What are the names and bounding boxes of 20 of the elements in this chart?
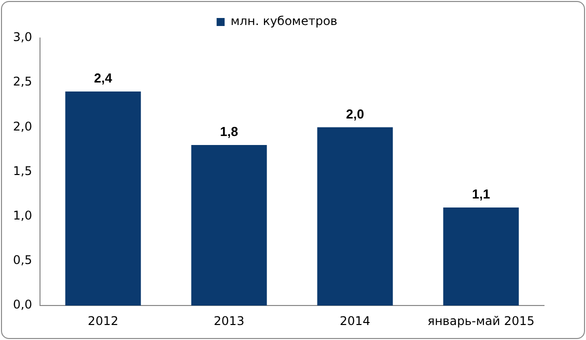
bar xyxy=(317,127,393,306)
y-tick-label: 3,0 xyxy=(12,30,32,44)
y-tick-label: 0,0 xyxy=(12,298,32,312)
y-tick-label: 2,5 xyxy=(12,74,32,89)
x-tick-label: январь-май 2015 xyxy=(427,314,535,328)
data-label: 1,1 xyxy=(472,186,490,202)
data-label: 2,4 xyxy=(94,70,113,86)
y-tick-label: 0,5 xyxy=(12,253,32,268)
y-tick-label: 2,0 xyxy=(12,119,32,134)
bar xyxy=(443,207,519,306)
y-tick-label: 1,5 xyxy=(12,164,32,178)
x-tick-label: 2012 xyxy=(88,314,118,328)
y-tick-label: 1,0 xyxy=(12,208,32,223)
data-label: 2,0 xyxy=(346,106,364,122)
bar xyxy=(65,92,141,306)
x-tick-label: 2014 xyxy=(340,314,370,328)
bar xyxy=(191,145,267,306)
data-label: 1,8 xyxy=(220,124,238,140)
x-tick-label: 2013 xyxy=(214,314,244,328)
legend-label: млн. кубометров xyxy=(230,14,338,28)
